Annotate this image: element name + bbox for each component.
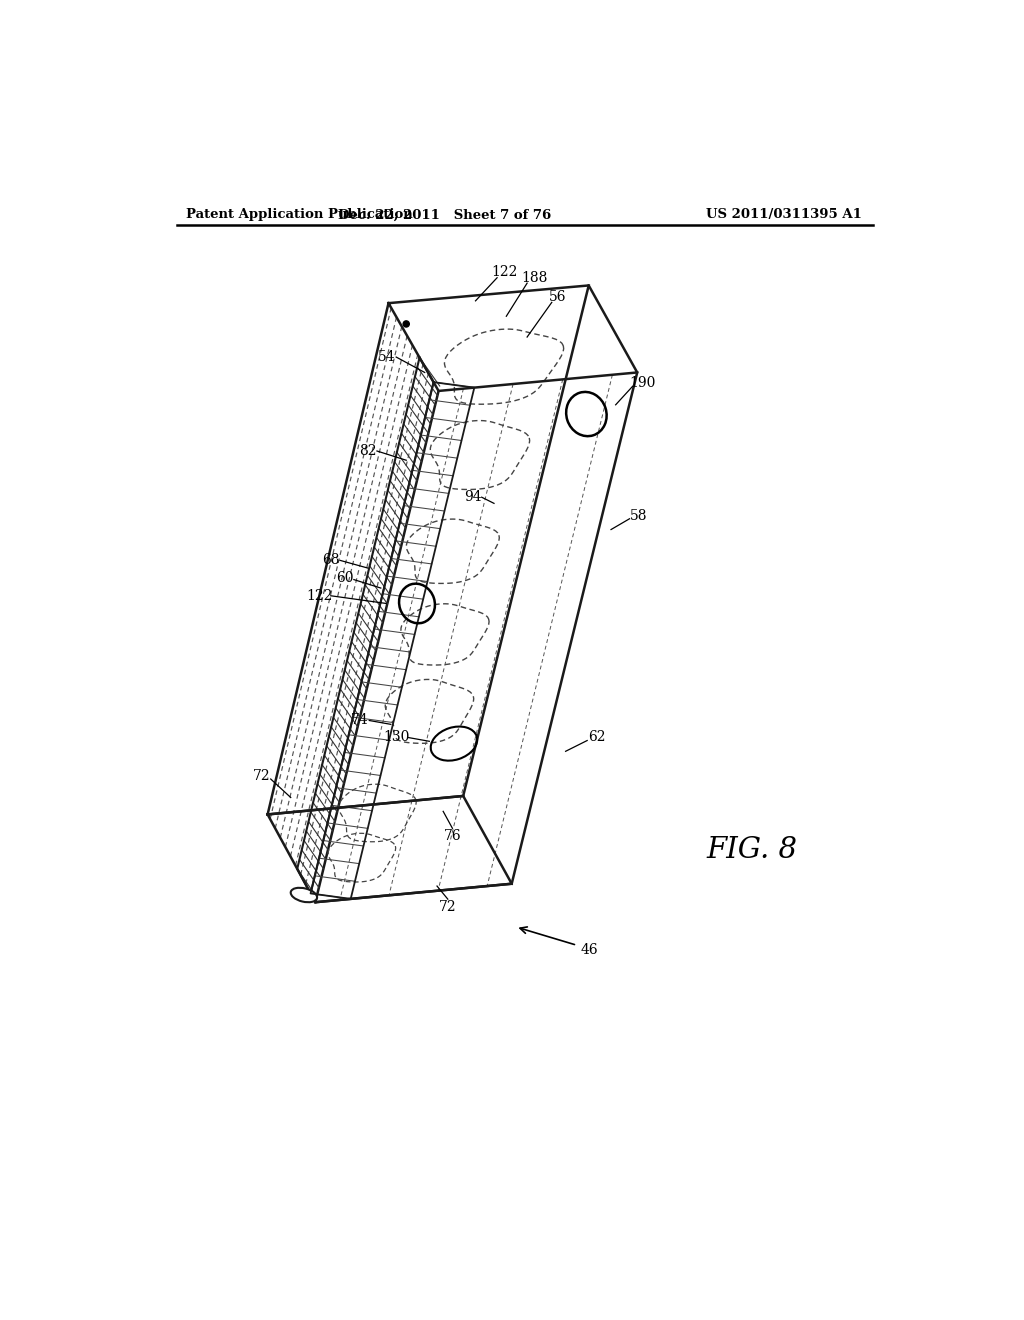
Text: 76: 76 [443,829,461,843]
Text: 60: 60 [336,572,353,585]
Text: Patent Application Publication: Patent Application Publication [186,209,413,222]
Text: 72: 72 [439,900,457,913]
Text: 68: 68 [322,553,340,568]
Text: 82: 82 [359,444,377,458]
Text: 56: 56 [549,290,566,304]
Text: 58: 58 [630,510,647,524]
Text: 46: 46 [581,942,598,957]
Ellipse shape [291,888,317,903]
Text: Dec. 22, 2011   Sheet 7 of 76: Dec. 22, 2011 Sheet 7 of 76 [338,209,551,222]
Text: 190: 190 [630,376,655,391]
Text: 122: 122 [492,265,518,280]
Text: 74: 74 [351,714,369,727]
Text: FIG. 8: FIG. 8 [707,836,798,863]
Text: 72: 72 [253,770,270,783]
Text: 94: 94 [465,490,482,504]
Text: US 2011/0311395 A1: US 2011/0311395 A1 [707,209,862,222]
Text: 122: 122 [306,589,333,603]
Text: 62: 62 [588,730,605,744]
Text: 54: 54 [378,350,395,364]
Ellipse shape [403,321,410,327]
Text: 188: 188 [521,271,547,285]
Text: 130: 130 [384,730,411,744]
